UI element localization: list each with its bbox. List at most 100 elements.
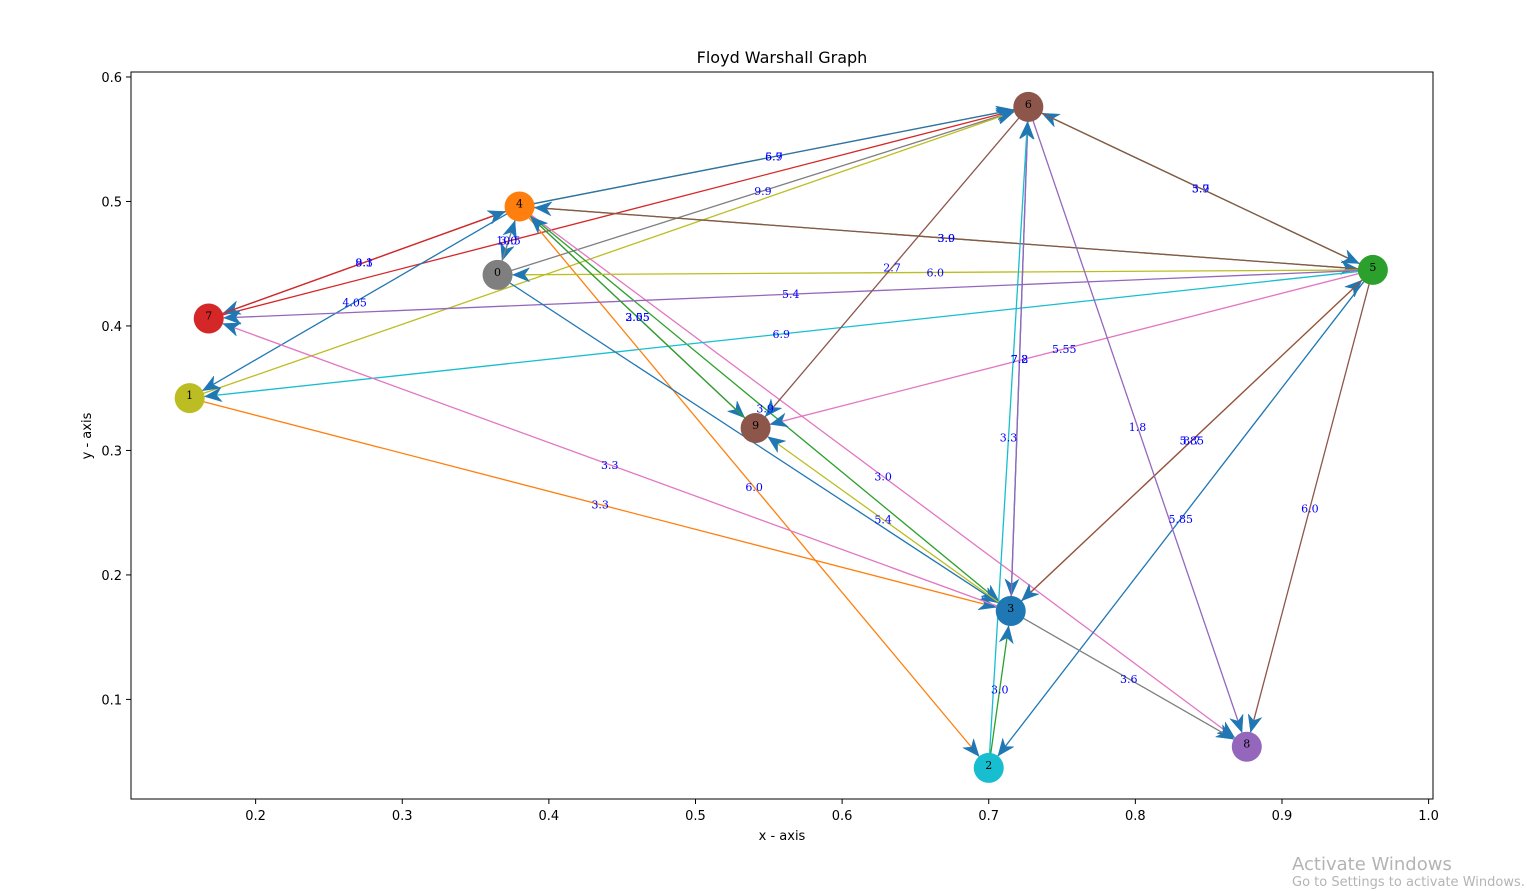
edge-weight-label: 8.7 xyxy=(1183,434,1201,447)
edge-5-4 xyxy=(533,201,1373,271)
node-4: 4 xyxy=(504,191,535,222)
edge-line xyxy=(988,121,1029,768)
edge-arrowhead xyxy=(511,267,531,283)
node-label: 3 xyxy=(1007,602,1014,615)
edge-arrowhead xyxy=(203,387,223,403)
node-7: 7 xyxy=(193,303,224,334)
edge-arrowhead xyxy=(769,412,790,428)
edge-line xyxy=(519,205,1000,602)
edge-arrowhead xyxy=(1021,583,1040,602)
edge-line xyxy=(764,106,1029,418)
edge-weight-label: 9.9 xyxy=(754,185,772,198)
edge-weight-label: 6.0 xyxy=(745,481,763,494)
x-tick-label: 0.9 xyxy=(1272,809,1293,824)
x-tick-label: 0.3 xyxy=(392,809,413,824)
edge-line xyxy=(189,111,1015,399)
node-circle xyxy=(1357,254,1388,285)
x-axis-label: x - axis xyxy=(759,829,806,844)
edge-line xyxy=(1010,610,1235,740)
node-label: 6 xyxy=(1025,98,1032,111)
edge-line xyxy=(519,205,1236,739)
edge-line xyxy=(222,323,1011,612)
edge-3-7 xyxy=(222,322,1011,612)
edge-weight-label: 6.0 xyxy=(1301,502,1319,515)
edge-weight-label: 7.8 xyxy=(1011,353,1029,366)
node-9: 9 xyxy=(740,413,771,444)
node-circle xyxy=(973,752,1004,783)
edge-line xyxy=(208,210,506,320)
edge-weight-label: 1.8 xyxy=(1129,421,1147,434)
edge-arrowhead xyxy=(1214,723,1235,740)
edge-weight-label: 4.05 xyxy=(342,296,367,309)
edge-weight-label: 6.9 xyxy=(765,151,783,164)
node-6: 6 xyxy=(1013,91,1044,122)
edge-weight-label: 5.4 xyxy=(874,514,892,527)
edge-9-4 xyxy=(530,216,757,429)
edge-line xyxy=(1027,106,1243,733)
edge-weight-label: 3.0 xyxy=(874,471,892,484)
node-0: 0 xyxy=(482,259,513,290)
watermark-subtitle: Go to Settings to activate Windows. xyxy=(1292,875,1525,890)
edge-6-8 xyxy=(1027,106,1244,734)
edge-weight-label: 3.9 xyxy=(937,232,955,245)
node-label: 2 xyxy=(985,759,992,772)
x-tick-label: 0.2 xyxy=(245,809,266,824)
edge-5-9 xyxy=(769,269,1374,428)
edge-weight-label: 5.4 xyxy=(782,288,800,301)
edge-arrowhead xyxy=(202,375,222,391)
edge-line xyxy=(1028,106,1360,265)
edge-weight-label: 5.85 xyxy=(1180,434,1205,447)
edge-arrowhead xyxy=(764,398,783,418)
edge-line xyxy=(223,269,1373,319)
edge-line xyxy=(534,206,1373,271)
edge-weight-label: 6.0 xyxy=(926,266,944,279)
edge-arrowhead xyxy=(997,737,1015,757)
edge-arrowhead xyxy=(530,216,549,235)
edge-arrowhead xyxy=(1247,713,1263,733)
edge-weight-label: 5.7 xyxy=(1192,182,1210,195)
edge-6-9 xyxy=(764,106,1029,418)
x-tick-label: 0.7 xyxy=(978,809,999,824)
node-2: 2 xyxy=(973,752,1004,783)
edge-line xyxy=(512,269,1373,276)
edge-1-6 xyxy=(189,110,1015,399)
edge-5-3 xyxy=(1021,269,1374,602)
edge-5-1 xyxy=(203,269,1373,403)
edge-weight-label: 3.3 xyxy=(591,499,609,512)
edge-arrowhead xyxy=(533,201,553,217)
edge-arrowhead xyxy=(961,737,980,757)
edge-weight-label: 5.85 xyxy=(1169,513,1194,526)
edge-line xyxy=(204,269,1373,398)
edge-arrowhead xyxy=(502,220,517,240)
x-tick-label: 1.0 xyxy=(1418,809,1439,824)
y-tick-label: 0.6 xyxy=(101,71,122,86)
node-circle xyxy=(193,303,224,334)
edge-weight-label: 3.6 xyxy=(1120,673,1138,686)
node-1: 1 xyxy=(174,383,205,414)
node-circle xyxy=(995,596,1026,627)
edge-weight-label: 3.0 xyxy=(937,232,955,245)
edge-weight-label: 10.5 xyxy=(496,235,521,248)
edge-arrowhead xyxy=(1340,249,1360,264)
edge-line xyxy=(202,205,520,392)
edge-weight-label: 8.1 xyxy=(355,256,373,269)
edge-line xyxy=(497,110,1015,276)
node-label: 7 xyxy=(205,309,212,322)
edge-line xyxy=(519,206,980,757)
edge-line xyxy=(519,109,1014,208)
y-tick-label: 0.4 xyxy=(101,320,122,335)
chart-title: Floyd Warshall Graph xyxy=(697,48,868,67)
x-tick-label: 0.5 xyxy=(685,809,706,824)
edge-line xyxy=(1010,121,1029,612)
edge-arrowhead xyxy=(222,322,243,337)
edge-arrowhead xyxy=(1229,713,1244,734)
watermark-title: Activate Windows xyxy=(1292,854,1452,875)
y-tick-label: 0.3 xyxy=(101,444,122,459)
edge-arrowhead xyxy=(767,436,787,454)
edge-weight-label: 3.9 xyxy=(756,403,774,416)
edge-5-8 xyxy=(1247,269,1374,733)
edge-line xyxy=(997,269,1374,757)
edges-layer xyxy=(189,105,1374,768)
node-label: 9 xyxy=(752,419,759,432)
